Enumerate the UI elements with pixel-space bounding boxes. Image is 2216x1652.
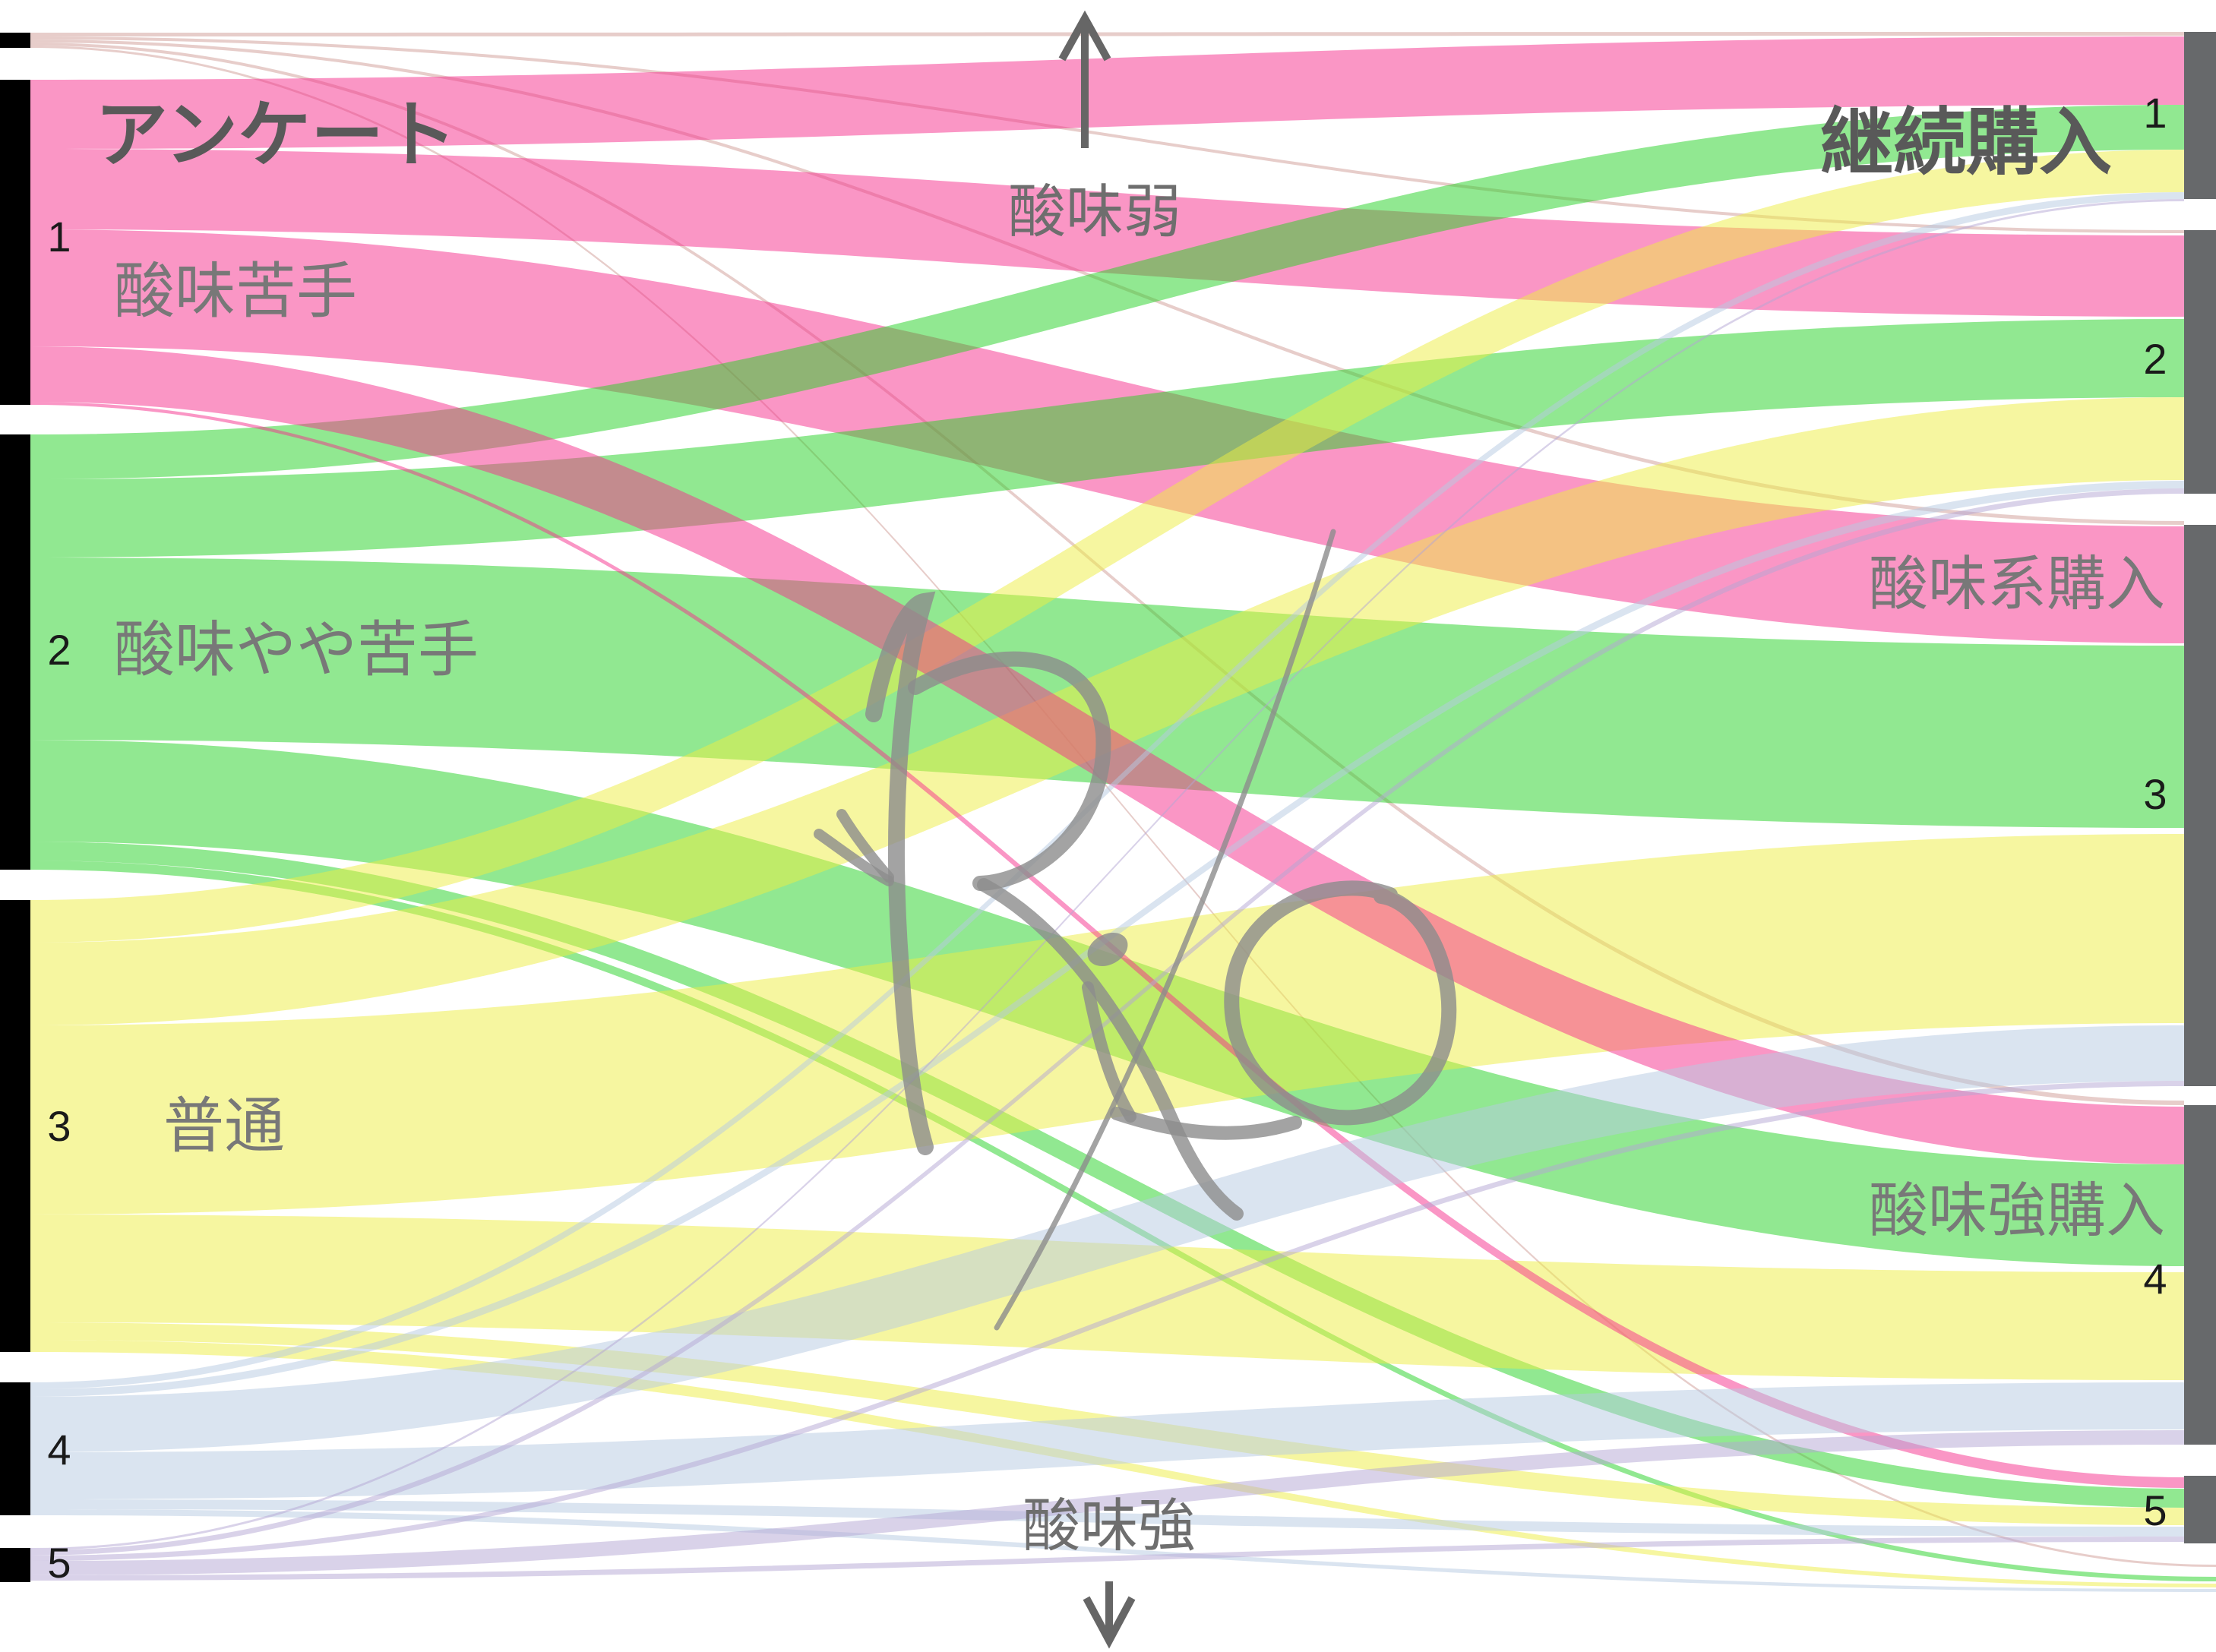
right-node-5-number: 5 xyxy=(2143,1486,2167,1534)
flow-3-to-out xyxy=(30,1340,2216,1587)
flow-4-to-out xyxy=(30,1509,2216,1592)
left-node-bar-tiny xyxy=(0,33,30,48)
sankey-node-bars xyxy=(0,32,2216,1582)
right-node-4-label: 酸味強購入 xyxy=(1869,1177,2165,1244)
sankey-links xyxy=(30,32,2216,1592)
down-arrow-icon xyxy=(1083,1581,1136,1649)
right-node-bar-5 xyxy=(2184,1476,2216,1543)
watermark-signature xyxy=(814,529,1457,1331)
flow-4-to-3 xyxy=(30,1025,2184,1452)
flow-t-to-out xyxy=(30,46,2216,1567)
right-node-bar-2 xyxy=(2184,230,2216,494)
flow-2-to-5 xyxy=(30,842,2184,1508)
flow-5-to-5 xyxy=(30,1537,2184,1581)
up-arrow-icon xyxy=(1058,10,1111,148)
flow-4-to-5 xyxy=(30,1499,2184,1537)
flow-t-to-1 xyxy=(30,32,2184,36)
right-node-bar-4 xyxy=(2184,1105,2216,1445)
left-node-bar-2 xyxy=(0,434,30,870)
flow-1-to-1 xyxy=(30,36,2184,149)
right-node-3-number: 3 xyxy=(2143,770,2167,818)
left-node-bar-1 xyxy=(0,80,30,405)
flow-4-to-4 xyxy=(30,1382,2184,1499)
left-node-bar-3 xyxy=(0,900,30,1352)
bottom-arrow-label: 酸味強 xyxy=(1023,1494,1196,1559)
left-node-5-number: 5 xyxy=(47,1539,71,1587)
right-axis-title: 継続購入 xyxy=(1820,102,2112,183)
flow-4-to-1 xyxy=(30,192,2184,1389)
flow-3-to-2 xyxy=(30,397,2184,1025)
left-node-1-number: 1 xyxy=(47,213,71,261)
right-node-bar-3 xyxy=(2184,525,2216,1086)
left-axis-title: アンケート xyxy=(95,94,457,175)
right-node-bar-1 xyxy=(2184,32,2216,199)
left-node-2-label: 酸味やや苦手 xyxy=(114,616,479,684)
flow-5-to-2 xyxy=(30,488,2184,1556)
right-node-4-number: 4 xyxy=(2143,1255,2167,1303)
right-node-3-label: 酸味系購入 xyxy=(1869,551,2165,618)
flow-t-to-4 xyxy=(30,43,2184,1105)
right-node-1-number: 1 xyxy=(2143,89,2167,137)
flow-5-to-3 xyxy=(30,1081,2184,1561)
left-node-1-label: 酸味苦手 xyxy=(114,257,357,325)
left-node-4-number: 4 xyxy=(47,1426,71,1474)
left-node-3-label: 普通 xyxy=(163,1092,285,1160)
right-node-2-number: 2 xyxy=(2143,335,2167,383)
flow-5-to-1 xyxy=(30,199,2184,1550)
left-node-2-number: 2 xyxy=(47,626,71,674)
flow-2-to-1 xyxy=(30,105,2184,479)
flow-t-to-2 xyxy=(30,36,2184,233)
top-arrow-label: 酸味弱 xyxy=(1008,180,1181,245)
flow-5-to-4 xyxy=(30,1430,2184,1575)
left-node-bar-5 xyxy=(0,1548,30,1582)
left-node-bar-4 xyxy=(0,1382,30,1515)
left-node-3-number: 3 xyxy=(47,1102,71,1150)
watermark-i-dot xyxy=(1087,932,1128,967)
flow-3-to-1 xyxy=(30,150,2184,943)
